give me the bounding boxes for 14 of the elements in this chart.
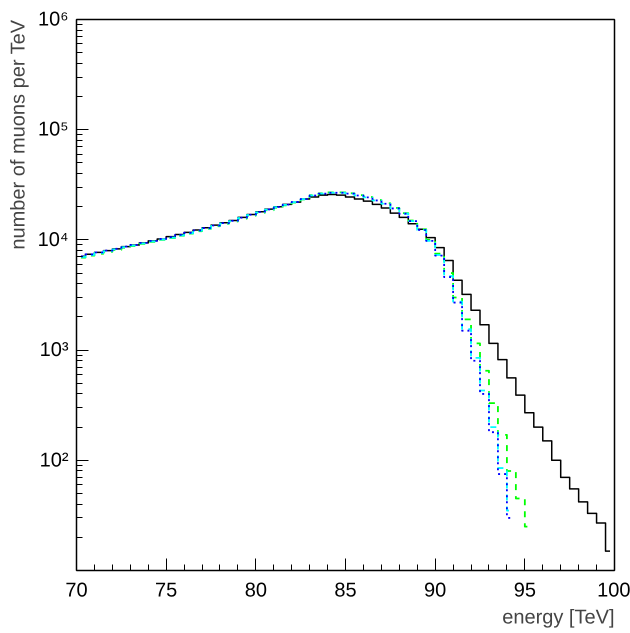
y-tick-label: 10⁵ [38, 118, 69, 141]
x-axis-title: energy [TeV] [502, 606, 615, 628]
x-tick-label: 90 [424, 580, 446, 602]
x-tick-label: 100 [597, 580, 630, 602]
y-tick-label: 10⁶ [38, 8, 69, 30]
y-tick-label: 10² [40, 449, 69, 472]
x-tick-label: 75 [155, 580, 178, 602]
x-tick-label: 85 [334, 580, 357, 602]
x-tick-label: 95 [514, 580, 536, 602]
y-tick-label: 10⁴ [38, 228, 69, 251]
y-tick-label: 10³ [40, 339, 69, 362]
x-tick-label: 70 [65, 580, 88, 602]
y-axis-title: number of muons per TeV [8, 19, 30, 250]
x-tick-label: 80 [244, 580, 267, 602]
